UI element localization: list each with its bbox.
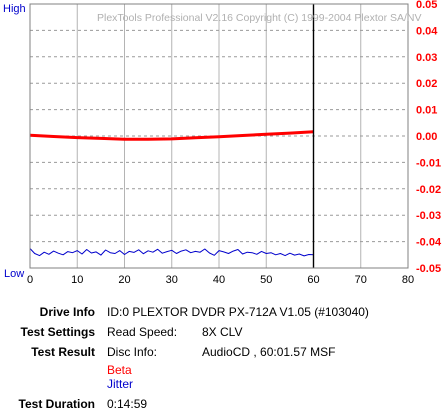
disc-info-value: AudioCD , 60:01.57 MSF [202,345,336,359]
x-tick-label: 60 [307,274,319,286]
right-axis-tick-label: 0.01 [416,105,437,117]
right-axis-tick-label: -0.03 [416,210,441,222]
x-tick-label: 80 [402,274,414,286]
test-settings-label: Test Settings [20,325,95,339]
right-axis-tick-label: -0.02 [416,184,441,196]
disc-info-label: Disc Info: [107,345,158,359]
x-tick-label: 10 [71,274,83,286]
right-axis-tick-label: 0.00 [416,131,437,143]
legend-jitter: Jitter [107,377,134,391]
test-result-label: Test Result [31,345,95,359]
right-axis-tick-label: -0.01 [416,157,441,169]
test-duration-label: Test Duration [18,397,95,411]
plot-frame [29,3,409,269]
right-axis-tick-label: -0.05 [416,263,441,275]
read-speed-label: Read Speed: [107,325,178,339]
right-axis-tick-label: 0.05 [416,0,437,11]
chart: 0 10 20 30 40 50 60 70 80 0.05 0.04 0.03 0.02 0.01 0.0… [3,0,442,286]
right-axis-tick-label: 0.04 [416,25,438,37]
x-tick-label: 20 [118,274,130,286]
x-tick-label: 40 [213,274,225,286]
series-beta-line [29,130,314,141]
x-tick-label: 70 [355,274,367,286]
axis-ticks: 0 10 20 30 40 50 60 70 80 0.05 0.04 0.03 0.02 0.01 0.0… [27,0,442,286]
right-axis-tick-label: 0.02 [416,78,437,90]
read-speed-value: 8X CLV [202,325,243,339]
grid [30,4,408,268]
drive-info-label: Drive Info [39,305,95,319]
series-jitter-line [29,248,314,257]
right-axis-tick-label: 0.03 [416,52,437,64]
right-axis-tick-label: -0.04 [416,237,442,249]
y-axis-low-label: Low [4,268,24,280]
series-layer [29,130,314,257]
x-tick-label: 50 [260,274,272,286]
x-tick-label: 30 [166,274,178,286]
legend-beta: Beta [107,363,132,377]
chart-title: PlexTools Professional V2.16 Copyright (… [97,12,422,24]
drive-info-value: ID:0 PLEXTOR DVDR PX-712A V1.05 (#103040… [107,305,369,319]
y-axis-high-label: High [3,3,26,15]
test-duration-value: 0:14:59 [107,397,148,411]
x-tick-label: 0 [27,274,33,286]
